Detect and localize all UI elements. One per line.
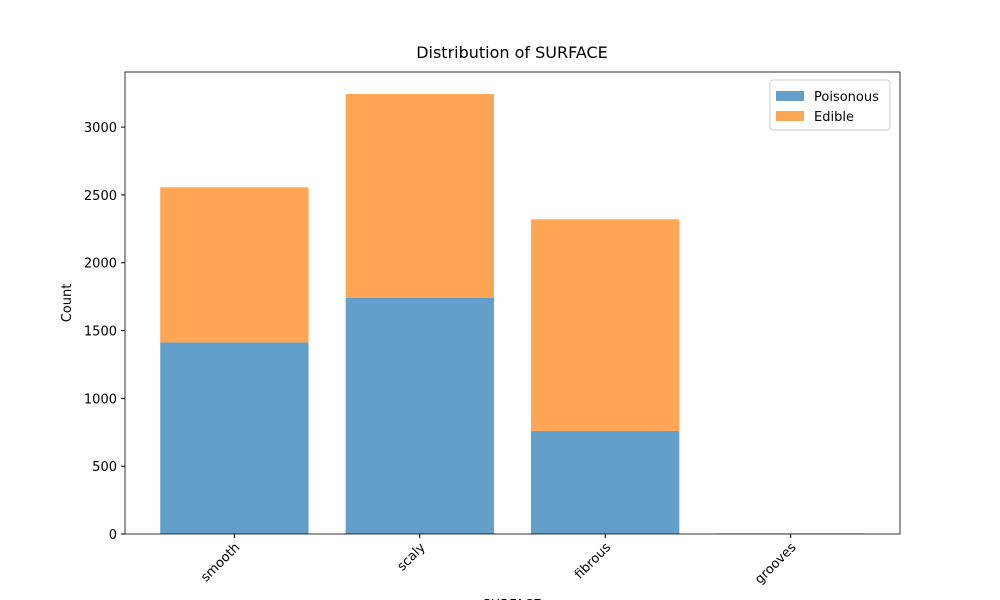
legend: Poisonous Edible — [769, 79, 891, 131]
bar — [345, 297, 494, 534]
y-tick-label: 500 — [92, 460, 117, 475]
x-tick-label: fibrous — [572, 540, 614, 582]
y-tick-label: 2000 — [84, 257, 117, 272]
legend-label: Poisonous — [814, 90, 879, 105]
legend-swatch — [776, 111, 804, 121]
y-tick-label: 1500 — [84, 325, 117, 340]
legend-label: Edible — [814, 110, 854, 125]
x-axis-label: SURFACE — [482, 598, 541, 600]
bar — [531, 219, 680, 431]
x-tick-label: smooth — [198, 540, 243, 585]
y-tick-label: 3000 — [84, 121, 117, 136]
x-tick-label: grooves — [752, 540, 799, 587]
y-tick-label: 1000 — [84, 392, 117, 407]
bar — [160, 187, 309, 343]
legend-swatch — [776, 91, 804, 101]
x-tick-label: scaly — [395, 540, 429, 574]
bar — [531, 430, 680, 534]
y-tick-label: 2500 — [84, 189, 117, 204]
plot-frame — [124, 71, 901, 535]
y-tick-label: 0 — [109, 528, 117, 543]
bar — [345, 94, 494, 298]
y-axis-label: Count — [60, 284, 75, 323]
chart-title: Distribution of SURFACE — [416, 43, 608, 62]
bar — [160, 342, 309, 534]
